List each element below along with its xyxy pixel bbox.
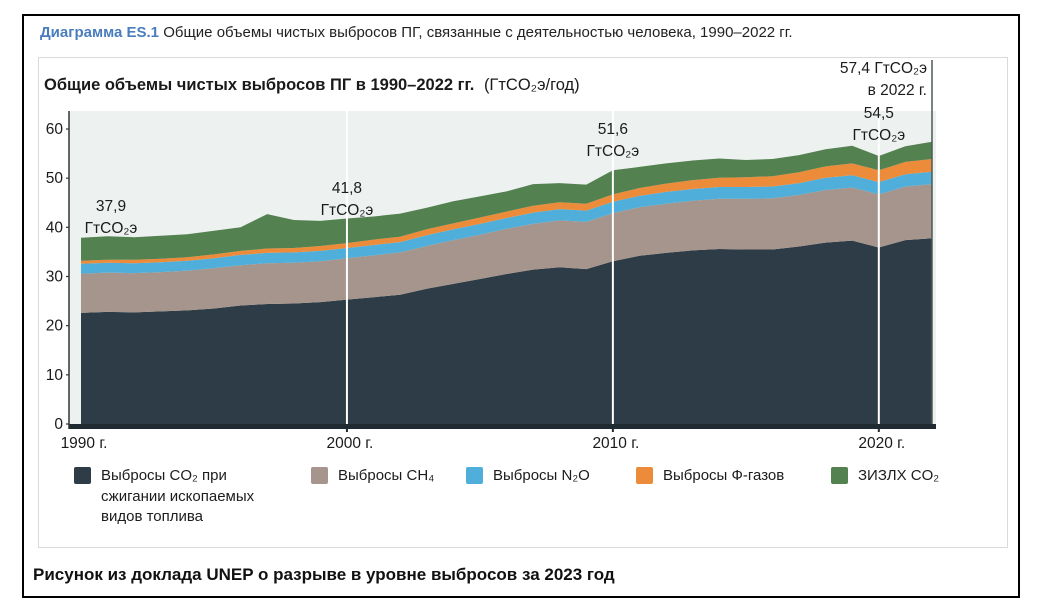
- legend-label-lulucf-co2: ЗИЗЛХ CO₂: [858, 467, 940, 484]
- legend-item-lulucf-co2: ЗИЗЛХ CO₂: [831, 466, 939, 487]
- legend-item-fossil-co2: Выбросы CO₂ при сжигании ископаемых видо…: [74, 466, 279, 528]
- annotation-2022-unit: в 2022 г.: [868, 82, 927, 99]
- area-fossil-co2: [81, 238, 932, 424]
- annotation-2010-unit: ГтCO₂э: [587, 143, 640, 160]
- annotation-2022-value: 57,4 ГтCO₂э: [840, 60, 927, 77]
- chart-title: Общие объемы чистых выбросов ПГ в 1990–2…: [44, 76, 580, 95]
- area-n2o: [81, 171, 932, 274]
- chart-title-main: Общие объемы чистых выбросов ПГ в 1990–2…: [44, 76, 475, 94]
- annotation-1990-unit: ГтCO₂э: [85, 220, 138, 237]
- legend-swatch-n2o: [466, 467, 483, 484]
- x-tick-label-2000: 2000 г.: [327, 435, 374, 452]
- x-tick-2000: [345, 424, 348, 432]
- legend-swatch-lulucf-co2: [831, 467, 848, 484]
- x-tick-label-2020: 2020 г.: [858, 435, 905, 452]
- y-tick-label-10: 10: [46, 367, 64, 384]
- figure-caption: Рисунок из доклада UNEP о разрыве в уров…: [33, 565, 615, 584]
- y-tick-label-0: 0: [54, 416, 63, 433]
- legend-label-fossil-co2: Выбросы CO₂ при сжигании ископаемых видо…: [101, 467, 255, 526]
- annotation-2010-value: 51,6: [598, 121, 628, 138]
- legend-item-ch4: Выбросы CH₄: [311, 466, 434, 487]
- x-tick-2020: [877, 424, 880, 432]
- x-tick-2010: [611, 424, 614, 432]
- legend-item-f-gases: Выбросы Ф-газов: [636, 466, 784, 487]
- x-tick-label-1990: 1990 г.: [61, 435, 108, 452]
- x-tick-label-2010: 2010 г.: [592, 435, 639, 452]
- area-f-gases: [81, 159, 932, 264]
- annotation-2020-unit: ГтCO₂э: [852, 127, 905, 144]
- y-tick-label-60: 60: [46, 121, 64, 138]
- legend-swatch-ch4: [311, 467, 328, 484]
- y-tick-label-50: 50: [46, 170, 64, 187]
- x-axis-bar: [69, 424, 936, 429]
- chart-legend: Выбросы CO₂ при сжигании ископаемых видо…: [39, 466, 1007, 546]
- legend-label-ch4: Выбросы CH₄: [338, 467, 435, 484]
- figure-frame: Диаграмма ES.1 Общие объемы чистых выбро…: [22, 14, 1020, 598]
- figure-header-text: Общие объемы чистых выбросов ПГ, связанн…: [163, 24, 793, 41]
- annotation-2020-value: 54,5: [864, 105, 894, 122]
- chart-card: Общие объемы чистых выбросов ПГ в 1990–2…: [38, 57, 1008, 548]
- y-tick-label-20: 20: [46, 318, 64, 335]
- legend-label-f-gases: Выбросы Ф-газов: [663, 467, 785, 484]
- y-tick-label-30: 30: [46, 269, 64, 286]
- figure-number-label: Диаграмма ES.1: [40, 24, 160, 41]
- emissions-stacked-area-chart: 0 10 20 30 40 50 60 1990 г. 2000 г. 2010 г. 2020 г…: [46, 60, 936, 452]
- figure-header: Диаграмма ES.1 Общие объемы чистых выбро…: [40, 24, 793, 41]
- annotation-1990-value: 37,9: [96, 198, 126, 215]
- y-tick-label-40: 40: [46, 219, 64, 236]
- annotation-2000-unit: ГтCO₂э: [321, 202, 374, 219]
- legend-item-n2o: Выбросы N₂O: [466, 466, 590, 487]
- legend-swatch-fossil-co2: [74, 467, 91, 484]
- legend-label-n2o: Выбросы N₂O: [493, 467, 590, 484]
- chart-title-unit: (ГтCO₂э/год): [483, 76, 580, 94]
- area-lulucf-co2: [81, 141, 932, 261]
- legend-swatch-f-gases: [636, 467, 653, 484]
- area-ch4: [81, 184, 932, 313]
- annotation-2000-value: 41,8: [332, 180, 362, 197]
